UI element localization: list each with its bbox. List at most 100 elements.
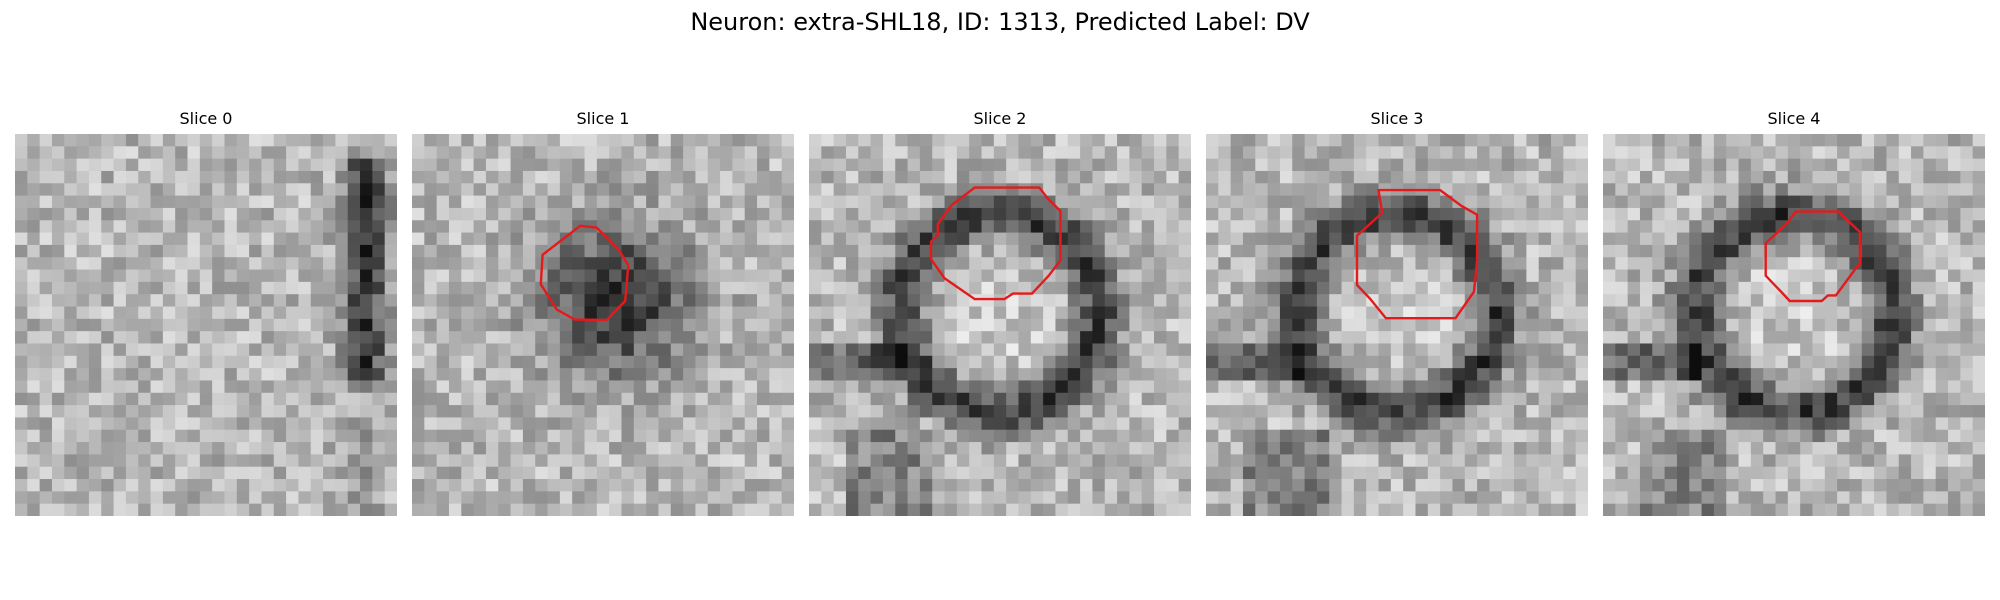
- pixel: [1117, 146, 1130, 160]
- pixel: [882, 257, 896, 271]
- pixel: [1018, 479, 1032, 492]
- pixel: [1514, 195, 1527, 209]
- pixel: [1117, 479, 1130, 492]
- pixel: [1353, 380, 1367, 394]
- pixel: [1353, 158, 1367, 172]
- pixel: [882, 318, 896, 332]
- pixel: [1886, 232, 1900, 246]
- pixel: [633, 368, 647, 382]
- pixel: [384, 146, 397, 160]
- pixel: [1750, 318, 1764, 332]
- pixel: [707, 146, 721, 160]
- pixel: [895, 454, 909, 468]
- pixel: [1526, 232, 1540, 246]
- pixel: [199, 318, 213, 332]
- pixel: [1526, 207, 1540, 221]
- pixel: [1440, 158, 1454, 172]
- pixel: [1055, 405, 1069, 419]
- pixel: [236, 331, 250, 345]
- pixel: [412, 491, 425, 505]
- pixel: [821, 134, 835, 147]
- pixel: [757, 331, 770, 345]
- pixel: [360, 442, 373, 455]
- pixel: [683, 429, 697, 443]
- pixel: [1242, 244, 1256, 258]
- pixel: [1874, 392, 1888, 406]
- pixel: [1329, 466, 1343, 480]
- pixel: [125, 170, 139, 184]
- pixel: [1551, 318, 1564, 332]
- pixel: [1812, 479, 1826, 492]
- pixel: [1403, 429, 1417, 443]
- pixel: [584, 146, 598, 160]
- pixel: [76, 355, 90, 369]
- pixel: [1713, 331, 1727, 345]
- pixel: [1575, 183, 1588, 197]
- pixel: [1615, 220, 1629, 234]
- pixel: [1960, 257, 1974, 271]
- pixel: [695, 417, 709, 431]
- pixel: [683, 244, 697, 258]
- pixel: [821, 257, 835, 271]
- pixel: [1861, 281, 1875, 295]
- pixel: [658, 269, 672, 283]
- pixel: [1242, 417, 1256, 431]
- pixel: [1627, 232, 1641, 246]
- pixel: [175, 244, 189, 258]
- pixel: [1329, 207, 1343, 221]
- pixel: [1154, 417, 1167, 431]
- pixel: [1898, 269, 1912, 283]
- pixel: [821, 269, 835, 283]
- pixel: [1440, 417, 1454, 431]
- pixel: [1267, 207, 1281, 221]
- pixel: [1477, 220, 1491, 234]
- pixel: [412, 405, 425, 419]
- pixel: [1948, 491, 1961, 505]
- pixel: [670, 331, 684, 345]
- pixel: [1255, 195, 1269, 209]
- pixel: [547, 442, 561, 455]
- pixel: [1726, 134, 1740, 147]
- pixel: [1615, 158, 1629, 172]
- pixel: [720, 134, 733, 147]
- pixel: [732, 503, 746, 516]
- pixel: [15, 170, 28, 184]
- pixel: [1018, 380, 1032, 394]
- pixel: [732, 355, 746, 369]
- pixel: [683, 232, 697, 246]
- pixel: [27, 220, 41, 234]
- pixel: [261, 429, 275, 443]
- pixel: [510, 220, 524, 234]
- pixel: [473, 442, 487, 455]
- pixel: [39, 158, 53, 172]
- pixel: [372, 442, 386, 455]
- pixel: [273, 442, 287, 455]
- pixel: [323, 306, 336, 320]
- pixel: [809, 195, 822, 209]
- pixel: [1030, 318, 1044, 332]
- pixel: [1775, 380, 1789, 394]
- pixel: [1849, 392, 1863, 406]
- pixel: [88, 331, 102, 345]
- pixel: [1427, 257, 1441, 271]
- pixel: [286, 232, 300, 246]
- pixel: [1477, 183, 1491, 197]
- pixel: [944, 491, 958, 505]
- pixel: [621, 294, 635, 308]
- pixel: [833, 503, 847, 516]
- pixel: [744, 220, 758, 234]
- pixel: [1713, 207, 1727, 221]
- pixel: [683, 503, 697, 516]
- pixel: [895, 318, 909, 332]
- pixel: [522, 392, 536, 406]
- pixel: [1292, 405, 1306, 419]
- pixel: [1378, 355, 1392, 369]
- pixel: [1403, 392, 1417, 406]
- pixel: [1279, 207, 1293, 221]
- pixel: [732, 343, 746, 357]
- pixel: [1178, 343, 1191, 357]
- pixel: [1575, 368, 1588, 382]
- pixel: [547, 220, 561, 234]
- pixel: [1218, 442, 1232, 455]
- pixel: [609, 318, 623, 332]
